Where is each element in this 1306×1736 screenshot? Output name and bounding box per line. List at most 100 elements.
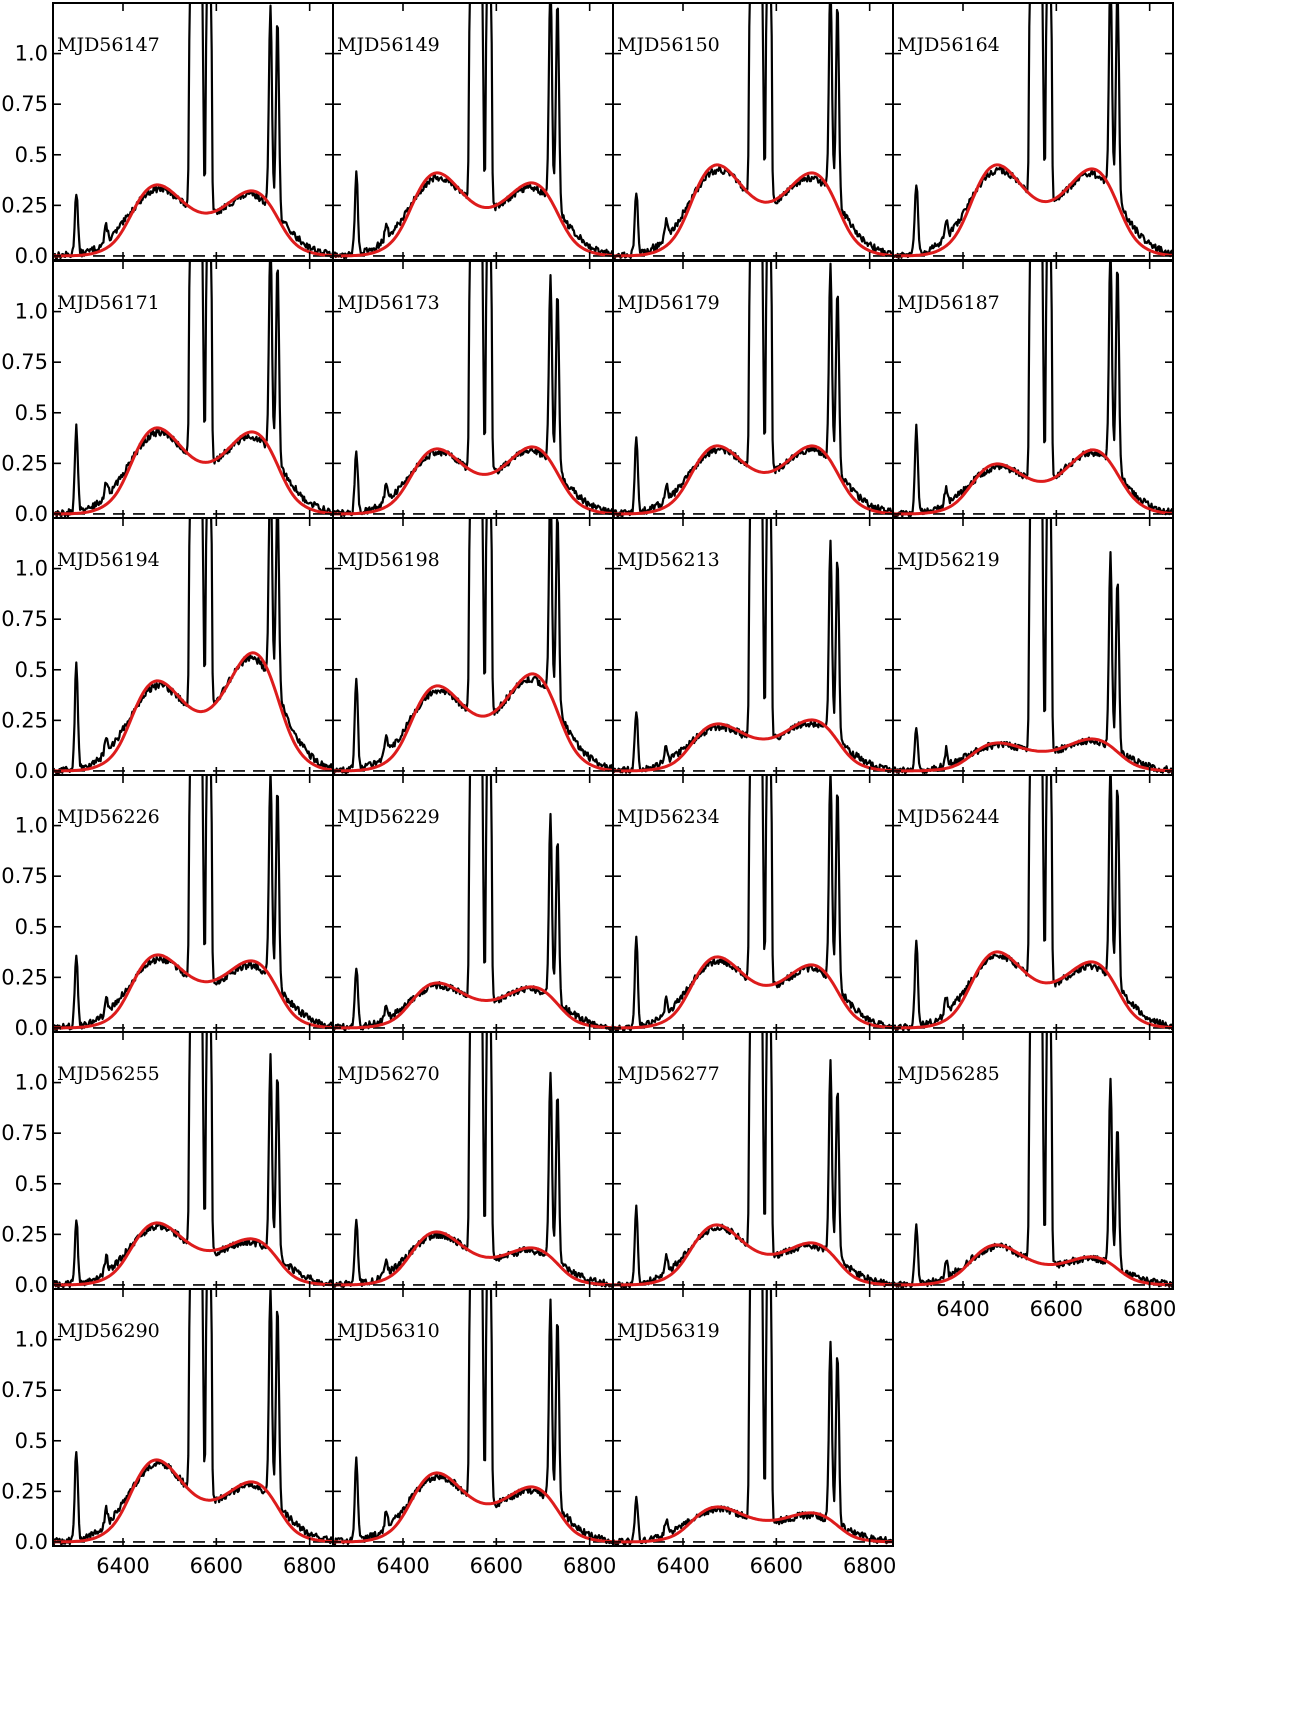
spectrum-panel: MJD56150 — [612, 2, 894, 261]
y-tick-label: 0.75 — [1, 1378, 48, 1402]
y-tick-label: 0.25 — [1, 451, 48, 475]
x-tick-label: 6400 — [656, 1554, 709, 1578]
y-tick-label: 0.75 — [1, 92, 48, 116]
y-tick-label: 0.25 — [1, 965, 48, 989]
model-fit-line — [613, 718, 893, 773]
y-tick-label: 0.5 — [15, 1172, 48, 1196]
panel-epoch-label: MJD56198 — [337, 549, 440, 571]
y-tick-label: 0.5 — [15, 1429, 48, 1453]
panel-epoch-label: MJD56150 — [617, 34, 720, 56]
y-tick-label: 1.0 — [15, 1071, 48, 1095]
observed-spectrum-line — [613, 1032, 893, 1289]
y-tick-label: 0.0 — [15, 759, 48, 783]
model-fit-line — [613, 955, 893, 1030]
panel-epoch-label: MJD56173 — [337, 292, 440, 314]
observed-spectrum-line — [333, 3, 613, 260]
spectrum-panel: MJD56234 — [612, 774, 894, 1033]
y-tick-label: 0.25 — [1, 708, 48, 732]
observed-spectrum-line — [53, 261, 333, 518]
observed-spectrum-line — [333, 518, 613, 775]
y-tick-label: 0.5 — [15, 658, 48, 682]
observed-spectrum-line — [613, 261, 893, 518]
spectrum-panel: MJD56219 — [892, 517, 1174, 776]
observed-spectrum-line — [613, 3, 893, 260]
model-fit-line — [893, 1243, 1173, 1287]
spectrum-panel: 0.0 0.25 0.5 0.75 1.0 MJD56171 — [1, 260, 334, 526]
model-fit-line — [333, 1230, 613, 1287]
panel-frame — [892, 1031, 1174, 1290]
model-fit-line — [53, 953, 333, 1030]
y-tick-label: 0.0 — [15, 1016, 48, 1040]
observed-spectrum-line — [333, 1289, 613, 1546]
y-tick-label: 0.25 — [1, 1479, 48, 1503]
spectrum-panel: MJD56270 — [332, 1031, 614, 1290]
panel-epoch-label: MJD56270 — [337, 1063, 440, 1085]
x-tick-label: 6600 — [750, 1554, 803, 1578]
observed-spectrum-line — [53, 3, 333, 260]
x-tick-label: 6800 — [283, 1554, 336, 1578]
model-fit-line — [893, 163, 1173, 258]
y-tick-label: 0.5 — [15, 915, 48, 939]
model-fit-line — [53, 651, 333, 773]
model-fit-line — [333, 445, 613, 516]
observed-spectrum-line — [53, 775, 333, 1032]
panel-epoch-label: MJD56285 — [897, 1063, 1000, 1085]
y-tick-label: 1.0 — [15, 814, 48, 838]
y-tick-label: 0.75 — [1, 1121, 48, 1145]
x-tick-label: 6400 — [376, 1554, 429, 1578]
model-fit-line — [333, 981, 613, 1030]
y-tick-label: 0.75 — [1, 607, 48, 631]
panel-epoch-label: MJD56213 — [617, 549, 720, 571]
panel-epoch-label: MJD56244 — [897, 806, 1000, 828]
spectrum-panel: 6400 6600 6800 MJD56310 — [332, 1288, 616, 1578]
observed-spectrum-line — [893, 1032, 1173, 1289]
y-tick-label: 0.75 — [1, 350, 48, 374]
y-tick-label: 1.0 — [15, 300, 48, 324]
y-tick-label: 0.5 — [15, 401, 48, 425]
spectrum-panel: 6400 6600 6800 MJD56285 — [892, 1031, 1176, 1321]
x-tick-label: 6600 — [470, 1554, 523, 1578]
y-tick-label: 1.0 — [15, 1328, 48, 1352]
spectrum-panel: MJD56187 — [892, 260, 1174, 519]
x-tick-label: 6800 — [843, 1554, 896, 1578]
spectrum-panel: 0.0 0.25 0.5 0.75 1.0 MJD56194 — [1, 517, 334, 783]
y-tick-label: 0.0 — [15, 1530, 48, 1554]
spectrum-panel: MJD56173 — [332, 260, 614, 519]
panel-frame — [612, 1288, 894, 1547]
spectrum-panel: 0.0 0.25 0.5 0.75 1.0 MJD56226 — [1, 774, 334, 1040]
y-tick-label: 0.0 — [15, 502, 48, 526]
model-fit-line — [53, 183, 333, 258]
spectrum-panel: 0.0 0.25 0.5 0.75 1.0 MJD56147 — [1, 2, 334, 268]
spectrum-panel: MJD56149 — [332, 2, 614, 261]
y-tick-label: 1.0 — [15, 557, 48, 581]
panel-epoch-label: MJD56219 — [897, 549, 1000, 571]
y-tick-label: 0.0 — [15, 244, 48, 268]
x-tick-label: 6600 — [1030, 1297, 1083, 1321]
model-fit-line — [613, 1223, 893, 1287]
model-fit-line — [53, 1221, 333, 1287]
observed-spectrum-line — [333, 1032, 613, 1289]
x-tick-label: 6800 — [1123, 1297, 1176, 1321]
spectrum-panel: MJD56164 — [892, 2, 1174, 261]
x-tick-label: 6600 — [190, 1554, 243, 1578]
y-tick-label: 0.5 — [15, 143, 48, 167]
model-fit-line — [613, 444, 893, 516]
panel-epoch-label: MJD56234 — [617, 806, 720, 828]
panel-epoch-label: MJD56187 — [897, 292, 1000, 314]
observed-spectrum-line — [53, 1032, 333, 1289]
spectrum-panel: 0.0 0.25 0.5 0.75 1.0 6400 6600 6800 MJD56290 — [1, 1288, 336, 1578]
spectrum-panel: MJD56213 — [612, 517, 894, 776]
panel-epoch-label: MJD56194 — [57, 549, 160, 571]
x-tick-label: 6400 — [96, 1554, 149, 1578]
panel-epoch-label: MJD56229 — [337, 806, 440, 828]
observed-spectrum-line — [53, 1289, 333, 1546]
panel-epoch-label: MJD56310 — [337, 1320, 440, 1342]
panel-epoch-label: MJD56255 — [57, 1063, 160, 1085]
observed-spectrum-line — [333, 775, 613, 1032]
model-fit-line — [333, 672, 613, 773]
model-fit-line — [333, 171, 613, 258]
observed-spectrum-line — [893, 518, 1173, 775]
spectrum-panel: 6400 6600 6800 MJD56319 — [612, 1288, 896, 1578]
model-fit-line — [613, 1505, 893, 1544]
model-fit-line — [613, 163, 893, 258]
